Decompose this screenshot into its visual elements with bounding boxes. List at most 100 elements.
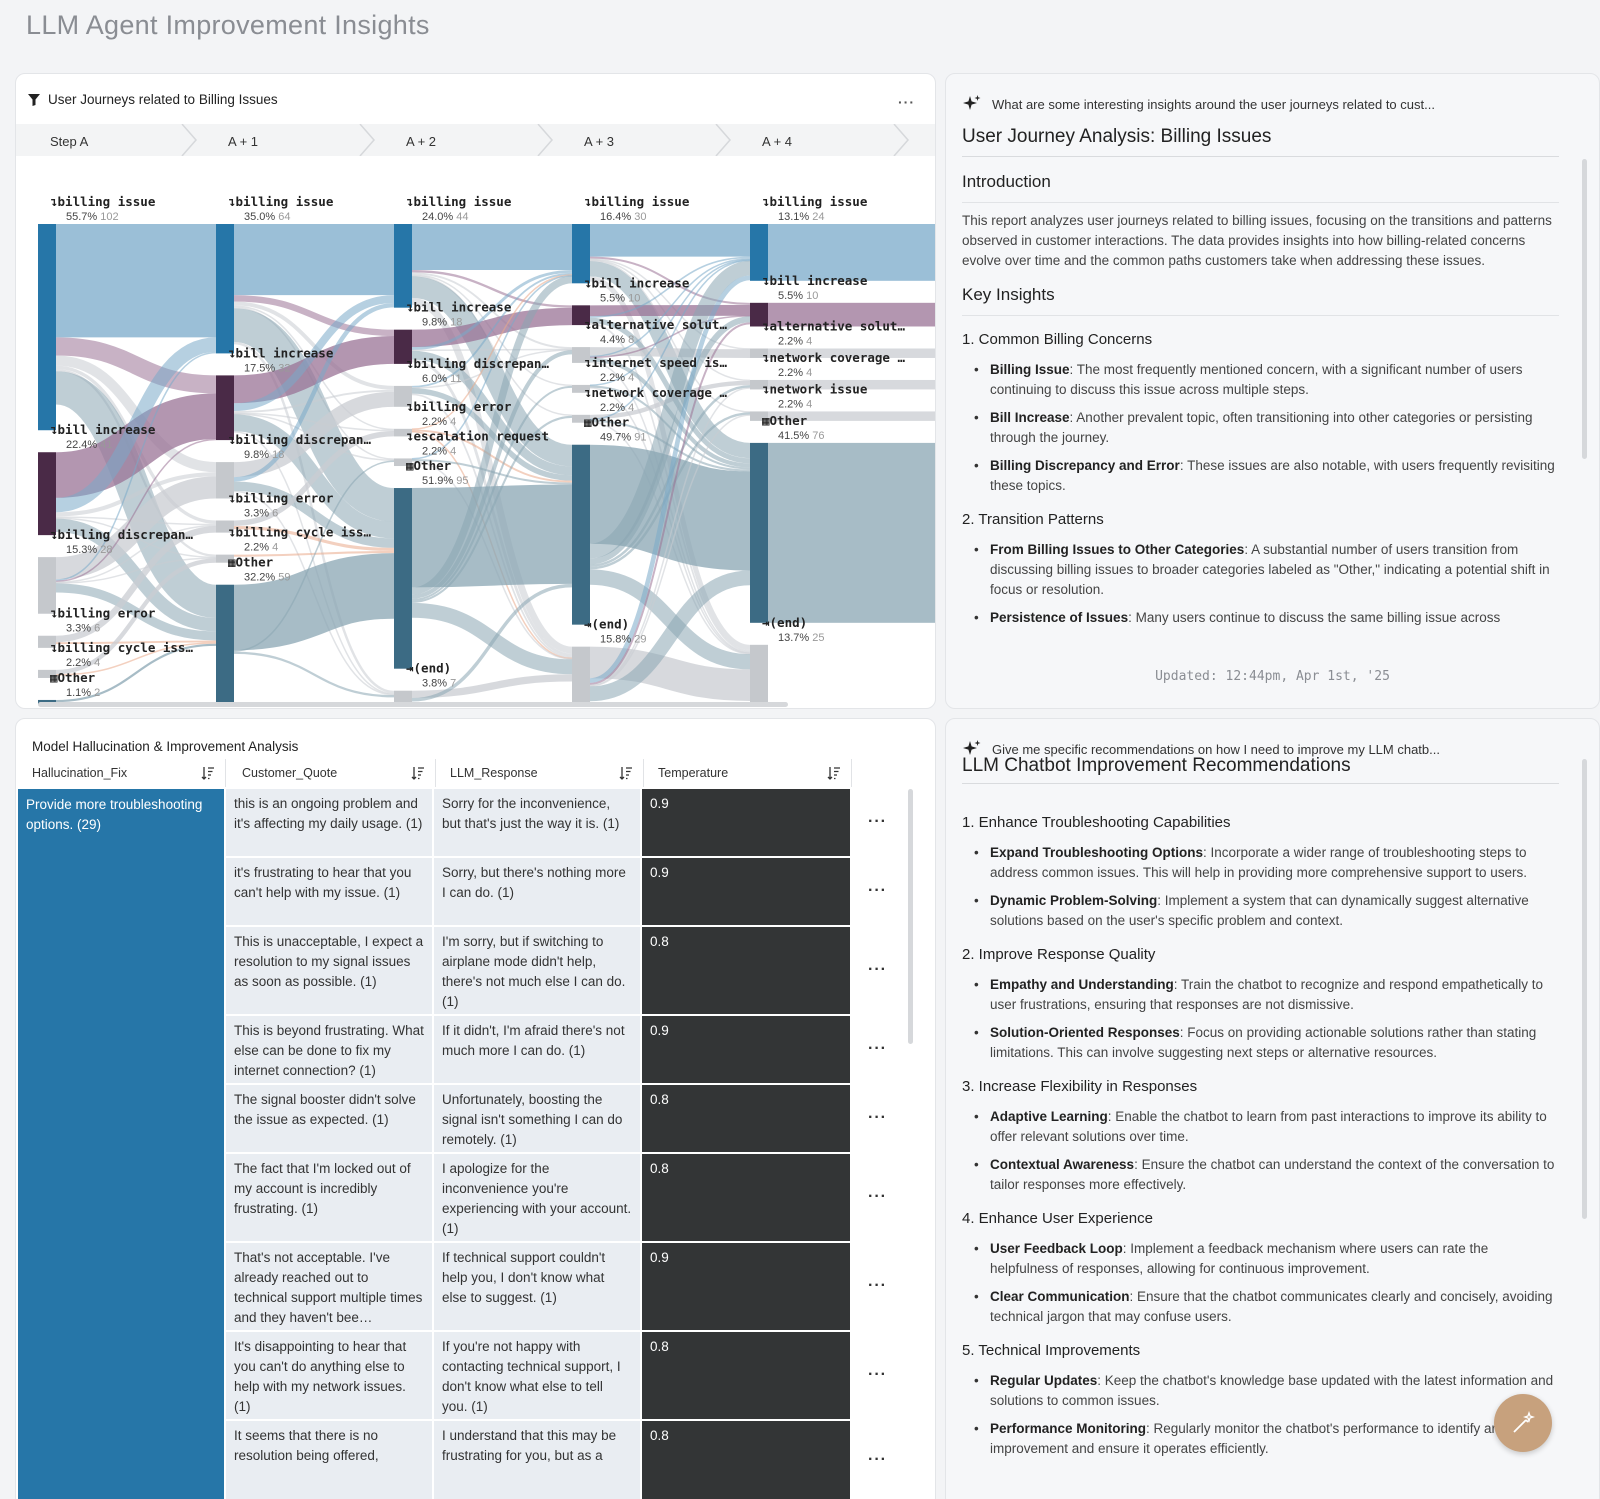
sankey-node[interactable] [216, 554, 234, 563]
sort-icon[interactable] [619, 766, 633, 780]
sankey-node[interactable] [216, 375, 234, 441]
sankey-link[interactable] [411, 307, 573, 348]
sankey-node[interactable] [750, 302, 768, 327]
sankey-node[interactable] [750, 379, 768, 390]
sankey-link[interactable] [233, 389, 395, 413]
row-more-button[interactable]: ··· [868, 1187, 887, 1205]
table-row[interactable]: It seems that there is no resolution bei… [226, 1421, 926, 1499]
sankey-link[interactable] [233, 651, 395, 698]
sankey-link[interactable] [55, 524, 217, 584]
column-header[interactable]: Hallucination_Fix [18, 759, 226, 787]
sankey-node[interactable] [216, 584, 234, 704]
sankey-link[interactable] [233, 553, 395, 651]
sankey-link[interactable] [589, 259, 751, 386]
sankey-node[interactable] [572, 646, 590, 704]
sankey-link[interactable] [411, 385, 573, 601]
sankey-link[interactable] [55, 583, 217, 641]
table-scrollbar[interactable] [908, 789, 913, 1044]
hallucination-fix-cell[interactable]: Provide more troubleshooting options. (2… [18, 789, 224, 1499]
row-more-button[interactable]: ··· [868, 960, 887, 978]
sankey-link[interactable] [233, 301, 395, 390]
sankey-node[interactable] [572, 224, 590, 284]
sankey-node[interactable] [394, 385, 412, 407]
sankey-link[interactable] [411, 274, 573, 417]
sankey-node[interactable] [394, 488, 412, 669]
sankey-link[interactable] [411, 276, 573, 595]
sankey-link[interactable] [233, 336, 395, 404]
table-row[interactable]: this is an ongoing problem and it's affe… [226, 789, 926, 856]
sankey-link[interactable] [589, 275, 751, 683]
sankey-node[interactable] [38, 224, 56, 431]
ai-assistant-button[interactable] [1494, 1394, 1552, 1452]
sankey-node[interactable] [750, 442, 768, 623]
sankey-link[interactable] [411, 270, 573, 350]
customer-quote-cell[interactable]: The signal booster didn't solve the issu… [226, 1085, 432, 1152]
sankey-link[interactable] [768, 224, 936, 281]
sankey-link[interactable] [233, 525, 395, 552]
temperature-cell[interactable]: 0.9 [642, 858, 850, 925]
recs-prompt[interactable]: Give me specific recommendations on how … [962, 739, 1440, 759]
insights-prompt[interactable]: What are some interesting insights aroun… [962, 94, 1435, 114]
sankey-link[interactable] [589, 258, 751, 358]
sankey-link[interactable] [55, 642, 217, 676]
sankey-link[interactable] [589, 414, 751, 687]
sankey-link[interactable] [589, 258, 751, 350]
sankey-node[interactable] [38, 452, 56, 536]
sankey-link[interactable] [411, 350, 573, 599]
sankey-node[interactable] [216, 520, 234, 533]
sort-icon[interactable] [827, 766, 841, 780]
sankey-link[interactable] [233, 391, 395, 478]
table-row[interactable]: it's frustrating to hear that you can't … [226, 858, 926, 925]
row-more-button[interactable]: ··· [868, 1451, 887, 1468]
table-row[interactable]: That's not acceptable. I've already reac… [226, 1243, 926, 1330]
llm-response-cell[interactable]: If you're not happy with contacting tech… [434, 1332, 640, 1419]
llm-response-cell[interactable]: If technical support couldn't help you, … [434, 1243, 640, 1330]
sankey-link[interactable] [233, 460, 395, 652]
temperature-cell[interactable]: 0.8 [642, 1154, 850, 1241]
sankey-link[interactable] [55, 557, 217, 584]
sankey-link[interactable] [411, 415, 573, 603]
filter-icon[interactable] [28, 93, 40, 106]
customer-quote-cell[interactable]: The fact that I'm locked out of my accou… [226, 1154, 432, 1241]
sankey-link[interactable] [411, 274, 573, 460]
sankey-link[interactable] [55, 640, 217, 645]
sankey-link[interactable] [768, 348, 936, 358]
sankey-link[interactable] [55, 476, 217, 580]
sankey-link[interactable] [233, 481, 395, 548]
sankey-node[interactable] [750, 644, 768, 704]
llm-response-cell[interactable]: Sorry for the inconvenience, but that's … [434, 789, 640, 856]
row-more-button[interactable]: ··· [868, 1276, 887, 1294]
sankey-node[interactable] [216, 224, 234, 354]
sankey-node[interactable] [38, 669, 56, 678]
table-row[interactable]: This is unacceptable, I expect a resolut… [226, 927, 926, 1014]
sankey-link[interactable] [411, 270, 573, 308]
temperature-cell[interactable]: 0.8 [642, 927, 850, 1014]
llm-response-cell[interactable]: I'm sorry, but if switching to airplane … [434, 927, 640, 1014]
sankey-node[interactable] [38, 635, 56, 648]
sankey-link[interactable] [411, 348, 573, 352]
sankey-node[interactable] [572, 384, 590, 393]
llm-response-cell[interactable]: Sorry, but there's nothing more I can do… [434, 858, 640, 925]
sankey-link[interactable] [233, 430, 395, 526]
sankey-link[interactable] [589, 322, 751, 685]
sankey-link[interactable] [411, 272, 573, 388]
sankey-node[interactable] [216, 462, 234, 499]
temperature-cell[interactable]: 0.9 [642, 1016, 850, 1083]
sankey-link[interactable] [233, 302, 395, 482]
sankey-link[interactable] [768, 379, 936, 390]
sankey-link[interactable] [768, 302, 936, 327]
sankey-link[interactable] [768, 442, 936, 623]
sankey-node[interactable] [394, 329, 412, 364]
sankey-link[interactable] [589, 256, 751, 305]
insights-scrollbar[interactable] [1582, 159, 1587, 459]
recs-scrollbar[interactable] [1582, 759, 1587, 1219]
temperature-cell[interactable]: 0.8 [642, 1085, 850, 1152]
sort-icon[interactable] [411, 766, 425, 780]
sankey-link[interactable] [411, 350, 573, 476]
sankey-link[interactable] [411, 276, 573, 467]
customer-quote-cell[interactable]: This is unacceptable, I expect a resolut… [226, 927, 432, 1014]
row-more-button[interactable]: ··· [868, 881, 887, 899]
sankey-node[interactable] [38, 699, 56, 704]
sankey-link[interactable] [55, 472, 217, 517]
sankey-more-button[interactable]: ··· [898, 94, 915, 110]
